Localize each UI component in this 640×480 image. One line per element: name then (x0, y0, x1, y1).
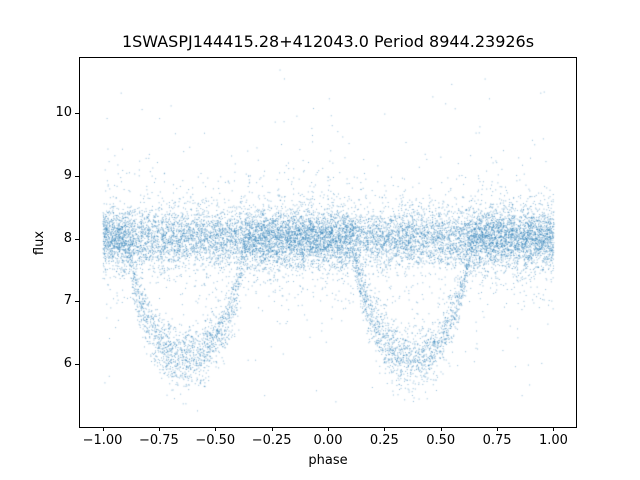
x-tick-label: −0.75 (138, 433, 179, 448)
x-tick-label: −0.50 (195, 433, 236, 448)
x-tick-mark (215, 427, 217, 431)
x-tick-label: 0.50 (426, 433, 456, 448)
x-tick-label: 1.00 (538, 433, 568, 448)
x-tick-mark (328, 427, 329, 431)
y-axis-label: flux (32, 230, 47, 256)
plot-area (79, 57, 577, 428)
x-tick-mark (271, 427, 273, 431)
y-tick-label: 10 (55, 105, 72, 121)
y-tick-label: 6 (63, 356, 72, 372)
x-tick-label: −0.25 (251, 433, 292, 448)
y-tick-mark (75, 301, 79, 303)
y-tick-mark (75, 238, 79, 240)
x-axis-label: phase (308, 453, 348, 468)
x-tick-mark (497, 427, 499, 431)
y-tick-label: 7 (63, 293, 72, 309)
x-tick-label: 0.00 (313, 433, 343, 448)
y-tick-mark (75, 113, 79, 115)
scatter-points-canvas (80, 58, 576, 427)
y-tick-label: 9 (63, 167, 72, 183)
x-tick-label: −1.00 (82, 433, 123, 448)
y-tick-mark (75, 364, 79, 366)
y-tick-mark (75, 175, 79, 177)
x-tick-mark (158, 427, 160, 431)
x-tick-label: 0.75 (482, 433, 512, 448)
x-tick-mark (384, 427, 386, 431)
x-tick-mark (102, 427, 104, 431)
x-tick-label: 0.25 (369, 433, 399, 448)
x-tick-mark (440, 427, 442, 431)
y-tick-label: 8 (63, 230, 72, 246)
chart-title: 1SWASPJ144415.28+412043.0 Period 8944.23… (121, 32, 535, 51)
x-tick-mark (553, 427, 555, 431)
